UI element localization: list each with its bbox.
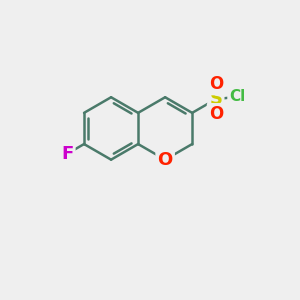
Text: O: O <box>158 151 173 169</box>
Text: F: F <box>61 145 74 163</box>
Text: Cl: Cl <box>229 89 245 104</box>
Text: O: O <box>209 75 223 93</box>
Text: S: S <box>209 90 222 108</box>
Text: O: O <box>209 105 223 123</box>
